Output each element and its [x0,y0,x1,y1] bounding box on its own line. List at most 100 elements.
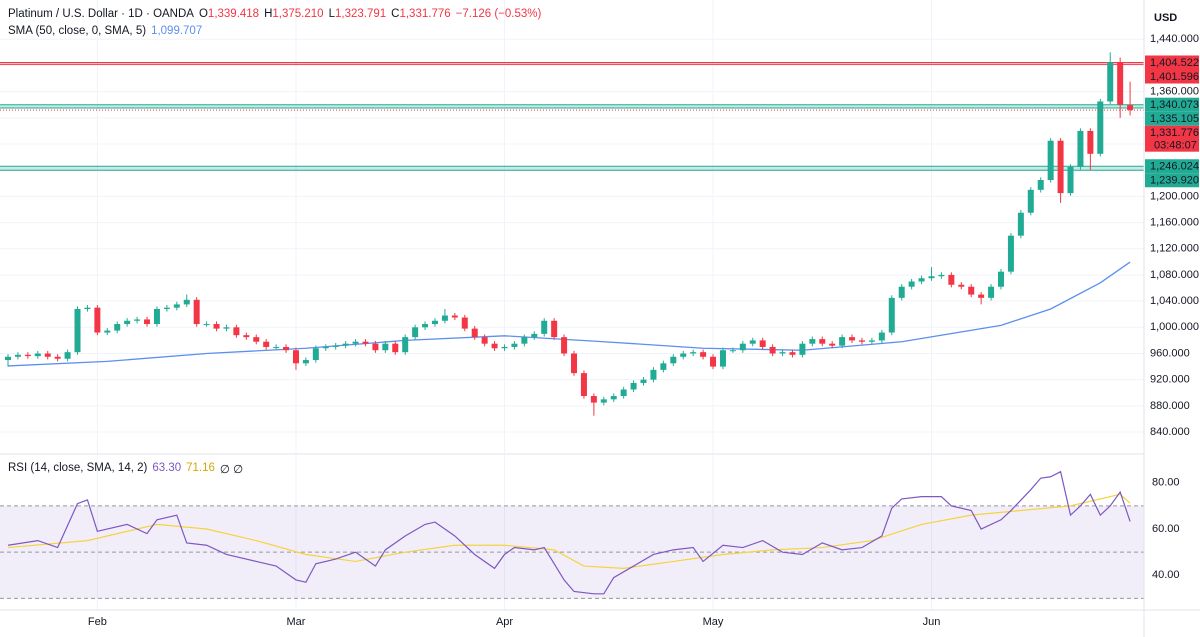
change-value: −7.126 (−0.53%) [455,8,542,20]
candle-body [521,337,528,344]
candle-body [710,356,717,367]
candle-body [551,320,558,338]
candle-body [372,343,379,351]
candle-body [1077,130,1084,167]
candle-body [402,337,409,353]
price-tag [1145,97,1199,112]
candle-body [332,345,339,347]
candle-body [998,271,1004,287]
candle-body [789,352,796,355]
rsi-value: 63.30 [152,462,182,474]
candle-body [590,396,597,403]
candle-body [44,353,51,357]
zone [0,104,1144,108]
candle-body [94,307,101,333]
candle-body [1107,62,1114,102]
candle-body [24,354,31,357]
candle-body [839,337,846,346]
candle-body [868,340,875,342]
candle-body [759,340,766,347]
candle-body [362,341,369,344]
candle-body [958,284,965,287]
candle-body [451,315,458,318]
candle-body [1027,189,1034,213]
low-key: L [328,8,335,20]
rsi-sma-value: 71.16 [186,462,215,474]
candle-body [312,348,319,361]
candle-body [1037,180,1044,190]
candle-body [888,297,895,333]
x-tick-label: Mar [286,616,305,628]
candle-body [461,317,468,329]
candle-body [5,356,11,361]
candle-body [273,346,280,348]
y-tick-label: 1,160.000 [1150,216,1199,228]
rsi-label: RSI (14, close, SMA, 14, 2) [8,462,148,474]
open-value: 1,339.418 [207,8,260,20]
sma-label: SMA (50, close, 0, SMA, 5) [8,25,147,37]
price-tag [1145,69,1199,84]
candle-body [978,294,985,298]
candle-body [719,350,726,367]
price-tag-label: 1,401.596 [1150,71,1199,83]
zone [0,62,1144,65]
candle-body [382,343,389,351]
candle-body [918,278,925,282]
candle-body [283,346,290,351]
candle-body [64,352,71,359]
candle-body [322,346,329,349]
candle-body [203,324,210,326]
candle-body [1017,212,1024,236]
candle-body [471,328,478,338]
candle-body [610,396,617,400]
candle-body [729,350,736,352]
candle-body [243,335,250,338]
sma-value: 1,099.707 [151,25,203,37]
candle-body [988,286,995,298]
candle-body [650,369,657,380]
candle-body [1097,101,1104,154]
close-key: C [391,8,400,20]
candle-body [412,327,419,338]
candle-body [819,339,826,344]
candle-body [153,308,160,325]
price-tag [1145,173,1199,188]
candle-body [948,274,955,285]
y-tick-label: 1,120.000 [1150,243,1199,255]
candle-body [1087,130,1094,154]
rsi-tick-label: 80.00 [1152,477,1180,489]
candle-body [1057,140,1064,194]
open-key: O [198,8,208,20]
candle-body [302,360,309,364]
candle-body [134,319,141,321]
candle-body [1127,105,1134,111]
high-value: 1,375.210 [272,8,324,20]
candle-body [858,340,865,342]
candle-body [441,315,448,321]
candle-body [193,299,200,325]
candle-body [561,337,568,354]
candle-body [928,276,935,279]
x-tick-label: Feb [88,616,107,628]
low-value: 1,323.791 [334,8,387,20]
candle-body [163,307,170,309]
candle-body [878,332,885,341]
candle-body [352,341,359,344]
candle-body [739,343,746,351]
candle-body [431,320,438,325]
candle-body [292,350,299,364]
candle-body [1067,166,1074,194]
candle-body [809,339,816,344]
candle-body [670,356,677,364]
candle-body [104,330,111,333]
candle-body [144,319,151,325]
currency-label: USD [1154,12,1177,24]
x-tick-label: Apr [496,616,513,628]
sma-readout: SMA (50, close, 0, SMA, 5) 1,099.707 [8,25,202,37]
candle-body [501,346,508,349]
price-tag-label: 1,246.024 [1150,161,1199,173]
candle-body [620,389,627,397]
candle-body [511,343,518,347]
